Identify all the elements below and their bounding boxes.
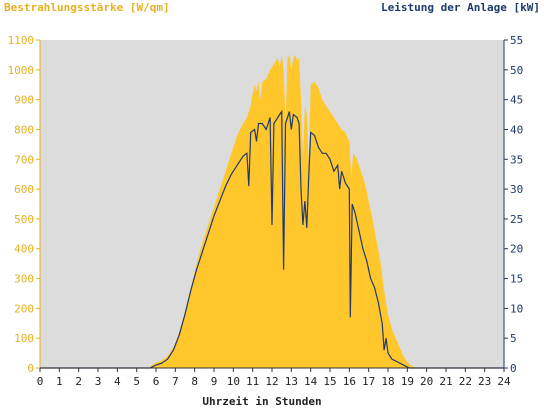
right-tick-label: 30 <box>510 183 523 196</box>
x-tick-label: 19 <box>401 375 414 388</box>
x-tick-label: 16 <box>343 375 356 388</box>
x-tick-label: 23 <box>478 375 491 388</box>
left-axis-title: Bestrahlungsstärke [W/qm] <box>4 1 170 14</box>
left-tick-label: 1000 <box>8 64 35 77</box>
left-tick-label: 800 <box>14 123 34 136</box>
right-axis-title: Leistung der Anlage [kW] <box>381 1 540 14</box>
x-tick-label: 6 <box>153 375 160 388</box>
x-tick-label: 2 <box>75 375 82 388</box>
x-tick-label: 4 <box>114 375 121 388</box>
x-tick-label: 14 <box>304 375 318 388</box>
x-tick-label: 13 <box>285 375 298 388</box>
left-tick-label: 600 <box>14 183 34 196</box>
right-tick-label: 35 <box>510 153 523 166</box>
x-tick-label: 18 <box>381 375 394 388</box>
left-tick-label: 1100 <box>8 34 35 47</box>
right-tick-label: 55 <box>510 34 523 47</box>
x-tick-label: 3 <box>95 375 102 388</box>
x-tick-label: 17 <box>362 375 375 388</box>
right-tick-label: 15 <box>510 273 523 286</box>
x-tick-label: 15 <box>323 375 336 388</box>
left-tick-label: 400 <box>14 243 34 256</box>
right-tick-label: 25 <box>510 213 523 226</box>
power-line <box>40 109 504 369</box>
right-tick-label: 50 <box>510 64 523 77</box>
x-tick-label: 0 <box>37 375 44 388</box>
x-tick-label: 20 <box>420 375 433 388</box>
x-tick-label: 24 <box>497 375 511 388</box>
right-tick-label: 40 <box>510 123 523 136</box>
x-tick-label: 7 <box>172 375 179 388</box>
x-tick-label: 1 <box>56 375 63 388</box>
left-tick-label: 700 <box>14 153 34 166</box>
left-tick-label: 100 <box>14 332 34 345</box>
left-tick-label: 200 <box>14 302 34 315</box>
x-tick-label: 9 <box>211 375 218 388</box>
right-tick-label: 45 <box>510 94 523 107</box>
left-tick-label: 500 <box>14 213 34 226</box>
right-tick-label: 20 <box>510 243 523 256</box>
left-tick-label: 900 <box>14 94 34 107</box>
x-tick-label: 10 <box>227 375 240 388</box>
x-axis-title: Uhrzeit in Stunden <box>202 395 321 408</box>
x-tick-label: 11 <box>246 375 259 388</box>
x-tick-label: 5 <box>133 375 140 388</box>
right-tick-label: 10 <box>510 302 523 315</box>
right-tick-label: 5 <box>510 332 517 345</box>
left-tick-label: 300 <box>14 273 34 286</box>
x-tick-label: 21 <box>439 375 452 388</box>
left-tick-label: 0 <box>27 362 34 375</box>
x-tick-label: 22 <box>459 375 472 388</box>
x-tick-label: 12 <box>265 375 278 388</box>
right-tick-label: 0 <box>510 362 517 375</box>
x-tick-label: 8 <box>191 375 198 388</box>
